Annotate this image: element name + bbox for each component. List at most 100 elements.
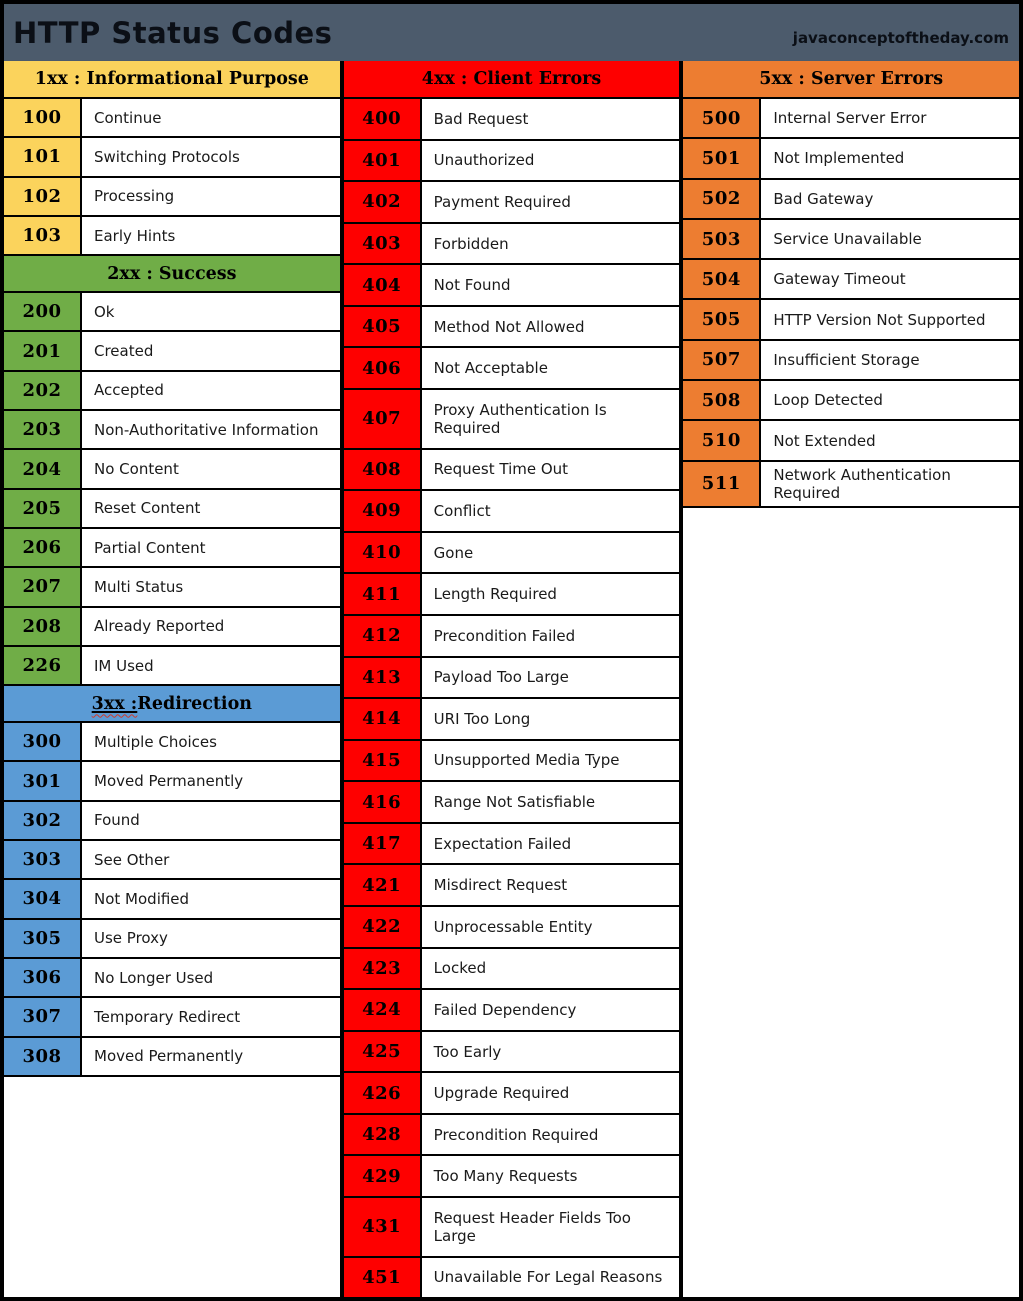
status-description: Continue — [94, 108, 162, 127]
status-row: 100 Continue — [4, 97, 340, 137]
status-description: Precondition Failed — [433, 626, 576, 645]
status-code: 510 — [683, 421, 762, 460]
status-code: 301 — [4, 762, 82, 800]
status-row: 431 Request Header Fields Too Large — [343, 1196, 680, 1256]
status-description: Not Modified — [94, 889, 190, 908]
status-code: 102 — [4, 177, 82, 215]
status-code: 204 — [4, 450, 82, 488]
status-code: 302 — [4, 801, 82, 840]
status-code: 424 — [343, 990, 422, 1030]
status-description: Gone — [433, 543, 474, 562]
status-code-columns: 1xx : Informational Purpose 100 Continue 10… — [4, 61, 1020, 1298]
page-title: HTTP Status Codes — [13, 15, 333, 50]
status-row: 303 See Other — [4, 839, 340, 879]
status-code: 208 — [4, 607, 82, 645]
status-code: 426 — [343, 1073, 422, 1113]
status-description: Misdirect Request — [433, 876, 568, 895]
status-description: Partial Content — [94, 538, 206, 557]
status-row: 308 Moved Permanently — [4, 1035, 340, 1075]
status-description: Proxy Authentication Is Required — [433, 400, 607, 437]
site-credit: javaconceptoftheday.com — [792, 28, 1009, 47]
status-code: 501 — [683, 139, 762, 178]
status-description: Multiple Choices — [94, 732, 217, 751]
status-description: Not Extended — [773, 431, 876, 450]
status-row: 103 Early Hints — [4, 214, 340, 255]
status-row: 412 Precondition Failed — [343, 613, 680, 656]
column-left: 1xx : Informational Purpose 100 Continue 10… — [4, 61, 340, 1297]
status-row: 207 Multi Status — [4, 566, 340, 606]
status-row: 302 Found — [4, 799, 340, 840]
status-row: 510 Not Extended — [683, 419, 1020, 460]
status-row: 402 Payment Required — [343, 180, 680, 222]
status-description: Switching Protocols — [94, 147, 240, 166]
top-bar: HTTP Status Codes javaconceptoftheday.co… — [4, 4, 1019, 61]
status-description: Payload Too Large — [433, 668, 569, 687]
status-row: 404 Not Found — [343, 263, 680, 305]
status-row: 503 Service Unavailable — [683, 217, 1020, 259]
status-row: 508 Loop Detected — [683, 379, 1020, 420]
status-row: 202 Accepted — [4, 369, 340, 410]
status-description: IM Used — [94, 656, 154, 675]
status-description: Moved Permanently — [94, 772, 244, 791]
status-code: 429 — [343, 1156, 422, 1197]
status-description: Gateway Timeout — [773, 270, 906, 289]
status-description: Length Required — [433, 585, 557, 604]
status-row: 421 Misdirect Request — [343, 863, 680, 905]
section-header-3xx: 3xx : Redirection — [4, 684, 340, 722]
status-row: 208 Already Reported — [4, 605, 340, 645]
status-code: 508 — [683, 381, 762, 420]
status-code: 412 — [343, 615, 422, 656]
status-row: 428 Precondition Required — [343, 1112, 680, 1155]
status-code: 202 — [4, 371, 82, 410]
status-description: HTTP Version Not Supported — [773, 310, 986, 329]
status-code: 423 — [343, 948, 422, 989]
status-description: Multi Status — [94, 577, 184, 596]
column-mid: 4xx : Client Errors 400 Bad Request 401 Unau… — [339, 61, 680, 1298]
status-code: 422 — [343, 906, 422, 947]
empty-area — [4, 1074, 340, 1297]
status-row: 504 Gateway Timeout — [683, 258, 1020, 299]
status-row: 424 Failed Dependency — [343, 988, 680, 1030]
status-description: Locked — [433, 959, 487, 978]
status-code: 205 — [4, 489, 82, 527]
status-row: 206 Partial Content — [4, 526, 340, 567]
status-row: 102 Processing — [4, 175, 340, 215]
status-code: 305 — [4, 919, 82, 957]
status-code: 403 — [343, 223, 422, 264]
status-description: Not Implemented — [773, 149, 905, 168]
status-code: 406 — [343, 348, 422, 389]
status-description: Unauthorized — [433, 151, 535, 170]
status-code: 307 — [4, 998, 82, 1036]
status-code: 410 — [343, 532, 422, 573]
status-description: Forbidden — [433, 234, 509, 253]
status-row: 426 Upgrade Required — [343, 1071, 680, 1113]
status-code: 421 — [343, 865, 422, 905]
status-description: Internal Server Error — [773, 109, 927, 128]
status-code: 414 — [343, 699, 422, 739]
status-code: 201 — [4, 332, 82, 370]
status-code: 425 — [343, 1031, 422, 1072]
status-description: Expectation Failed — [433, 834, 572, 853]
status-description: Non-Authoritative Information — [94, 420, 319, 439]
status-code: 226 — [4, 646, 82, 685]
status-code: 415 — [343, 740, 422, 781]
status-row: 306 No Longer Used — [4, 956, 340, 997]
status-row: 411 Length Required — [343, 572, 680, 614]
status-code: 203 — [4, 411, 82, 449]
status-description: Not Found — [433, 276, 511, 295]
status-row: 408 Request Time Out — [343, 447, 680, 490]
status-code: 206 — [4, 528, 82, 567]
status-description: Bad Request — [433, 109, 529, 128]
status-row: 410 Gone — [343, 530, 680, 573]
status-description: Already Reported — [94, 617, 225, 636]
section-header-5xx: 5xx : Server Errors — [683, 61, 1020, 97]
empty-area — [683, 505, 1020, 1297]
status-description: Range Not Satisfiable — [433, 793, 596, 812]
status-row: 403 Forbidden — [343, 221, 680, 264]
status-description: Failed Dependency — [433, 1000, 577, 1019]
status-description: Insufficient Storage — [773, 350, 920, 369]
status-row: 101 Switching Protocols — [4, 136, 340, 176]
status-description: Moved Permanently — [94, 1047, 244, 1066]
status-description: Accepted — [94, 381, 164, 400]
